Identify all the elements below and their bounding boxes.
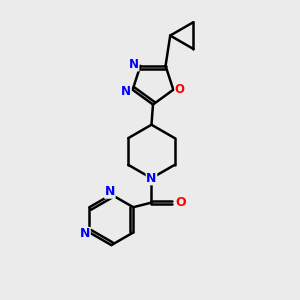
Text: N: N	[129, 58, 139, 71]
Text: O: O	[175, 196, 186, 209]
Text: N: N	[146, 172, 157, 185]
Text: O: O	[175, 83, 185, 96]
Text: N: N	[121, 85, 131, 98]
Text: N: N	[80, 227, 90, 241]
Text: N: N	[105, 185, 115, 198]
